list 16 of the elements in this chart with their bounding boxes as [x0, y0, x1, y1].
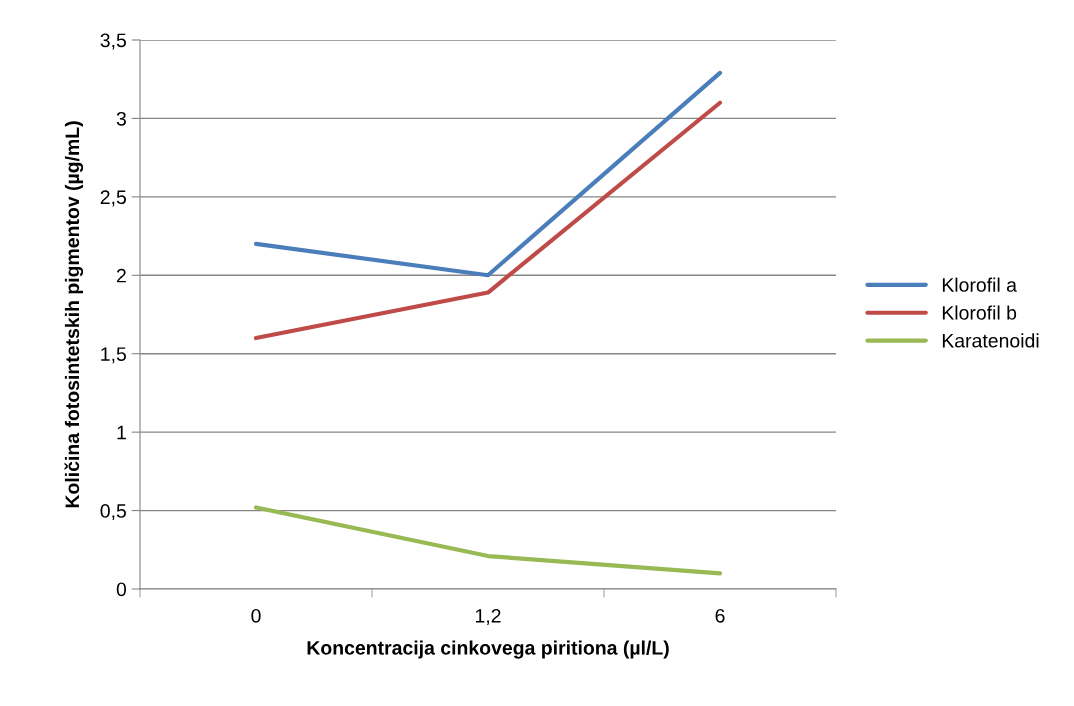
y-axis-title: Količina fotosintetskih pigmentov (µg/mL) — [64, 121, 84, 508]
y-tick-label: 2 — [116, 268, 126, 283]
x-tick-label: 6 — [715, 608, 725, 623]
y-tick-label: 0 — [116, 582, 127, 597]
legend-label: Klorofil a — [942, 277, 1017, 292]
x-axis-title: Koncentracija cinkovega piritiona (µl/L) — [307, 640, 669, 659]
y-tick-label: 3 — [116, 111, 126, 126]
legend-label: Klorofil b — [942, 305, 1017, 320]
legend-label: Karatenoidi — [942, 333, 1039, 348]
x-tick-label: 0 — [251, 608, 261, 623]
y-tick-label: 0,5 — [100, 504, 126, 521]
y-tick-label: 1 — [117, 425, 126, 440]
y-tick-label: 3,5 — [100, 33, 126, 50]
y-tick-label: 2,5 — [100, 190, 126, 207]
y-tick-label: 1,5 — [101, 347, 126, 364]
x-tick-label: 1,2 — [475, 608, 501, 626]
